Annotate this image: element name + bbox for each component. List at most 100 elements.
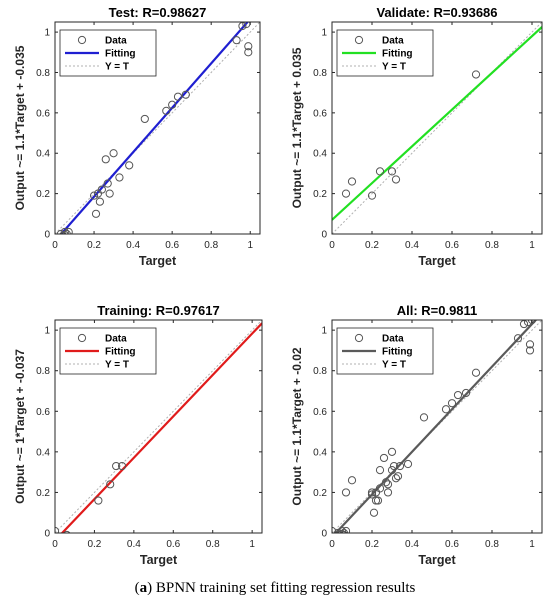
data-point [95, 197, 105, 206]
y-tick-label: 0.2 [313, 488, 327, 499]
legend: Data Fitting Y = T [336, 29, 434, 77]
axes-frame [54, 319, 263, 534]
data-point [103, 179, 112, 188]
chart-title: Test: R=0.98627 [109, 5, 207, 20]
legend-label-fitting: Fitting [105, 49, 136, 60]
x-axis-label: Target [418, 254, 456, 268]
data-point [379, 453, 389, 463]
data-point [341, 189, 351, 198]
y-tick-label: 1 [44, 28, 50, 39]
data-point [367, 488, 377, 497]
y-tick-label: 0.4 [313, 447, 327, 458]
y-tick-label: 0.6 [36, 407, 50, 418]
data-point [453, 390, 463, 400]
data-point [367, 490, 377, 499]
x-tick-label: 0.4 [405, 240, 419, 251]
axes-frame [331, 21, 543, 235]
y-tick-label: 0.8 [36, 68, 50, 79]
data-point [339, 528, 349, 533]
data-point [94, 496, 103, 505]
data-point [168, 100, 177, 109]
y-tick-label: 0.4 [313, 149, 327, 160]
data-point [513, 334, 523, 343]
data-point [101, 155, 110, 164]
chart-title: All: R=0.9811 [397, 303, 478, 318]
legend-box [336, 327, 434, 375]
caption-label: a [139, 580, 148, 596]
identity-line [55, 320, 262, 533]
data-point [419, 413, 429, 422]
data-point [332, 526, 337, 533]
y-axis-label: Output ~= 1.1*Target + -0.02 [290, 347, 304, 505]
legend-label-fitting: Fitting [382, 347, 413, 358]
y-tick-label: 1 [321, 326, 327, 337]
y-tick-label: 0 [321, 529, 327, 540]
legend: Data Fitting Y = T [59, 29, 157, 77]
data-point [375, 466, 385, 475]
x-tick-label: 0.6 [166, 539, 180, 550]
plot-layer [332, 22, 542, 234]
legend-label-fitting: Fitting [105, 347, 136, 358]
data-point [181, 90, 190, 99]
data-point [64, 227, 73, 234]
data-point [60, 227, 69, 234]
data-point [471, 70, 481, 79]
data-point [347, 476, 357, 485]
data-point [471, 368, 481, 377]
data-point [383, 488, 393, 497]
y-tick-label: 0.2 [36, 189, 50, 200]
x-tick-label: 0.8 [485, 240, 499, 251]
data-point [173, 92, 183, 101]
data-point [525, 340, 535, 349]
legend-label-fitting: Fitting [382, 49, 413, 60]
chart-title: Training: R=0.97617 [97, 303, 219, 318]
y-tick-label: 0.8 [313, 68, 327, 79]
x-tick-label: 1 [249, 539, 255, 550]
x-tick-label: 0 [329, 240, 335, 251]
data-point [340, 530, 348, 533]
legend-marker-data [77, 35, 87, 45]
fitting-line [60, 322, 262, 533]
identity-line [332, 22, 542, 234]
data-point [338, 529, 346, 533]
data-point [525, 346, 535, 355]
axes-frame [54, 21, 261, 235]
plot-layer [332, 320, 542, 533]
x-tick-label: 0.6 [445, 240, 459, 251]
data-point [391, 175, 401, 184]
data-point [527, 320, 537, 325]
data-point [367, 191, 377, 200]
y-tick-label: 0.2 [36, 488, 50, 499]
y-tick-label: 0.8 [313, 366, 327, 377]
chart-panel-3: 0 0.2 0.4 0.6 0.8 1 0 0.2 0.4 0.6 0.8 1 Training: R=… [13, 303, 263, 567]
data-point [63, 530, 71, 533]
y-tick-label: 0.6 [313, 407, 327, 418]
data-point [387, 167, 397, 176]
legend-marker-data [77, 333, 87, 343]
data-point [341, 526, 351, 533]
y-tick-label: 0.4 [36, 447, 50, 458]
x-tick-label: 0.8 [206, 539, 220, 550]
y-tick-label: 0.6 [36, 108, 50, 119]
data-point [140, 114, 149, 124]
data-point [333, 528, 343, 533]
data-point [112, 461, 121, 471]
data-point [347, 177, 357, 186]
data-point [395, 461, 405, 471]
x-axis-label: Target [418, 553, 456, 567]
x-tick-label: 0.8 [485, 539, 499, 550]
data-point [387, 447, 397, 456]
x-tick-label: 0 [52, 539, 58, 550]
chart-panel-2: 0 0.2 0.4 0.6 0.8 1 0 0.2 0.4 0.6 0.8 1 Validate: R=… [290, 5, 543, 268]
legend-label-data: Data [105, 36, 127, 47]
data-point [115, 173, 124, 182]
chart-panel-4: 0 0.2 0.4 0.6 0.8 1 0 0.2 0.4 0.6 0.8 1 All: R=0.981… [290, 303, 543, 567]
legend-label-data: Data [105, 334, 127, 345]
data-point [461, 388, 471, 398]
y-tick-label: 0 [44, 230, 50, 241]
data-point [125, 161, 134, 170]
data-point [105, 189, 114, 198]
data-point [391, 474, 401, 483]
legend-marker-data [354, 333, 364, 343]
